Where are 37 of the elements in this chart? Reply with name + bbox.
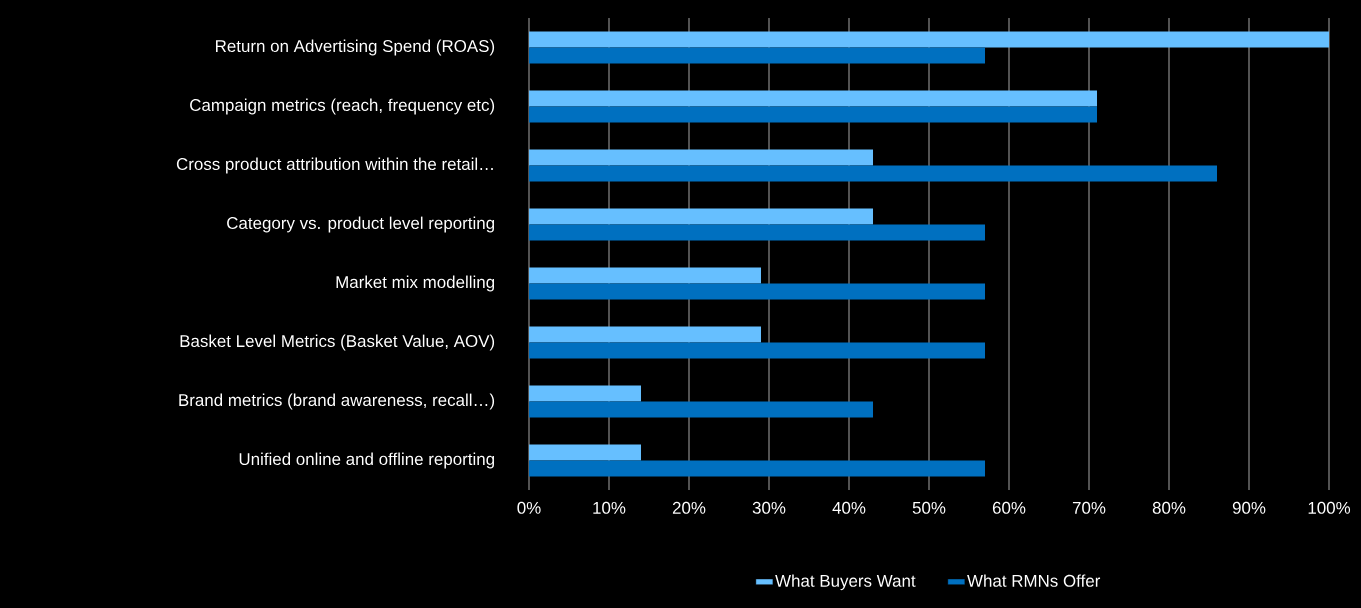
x-tick-label: 60% [992,501,1026,514]
bar [529,90,1098,107]
x-tick-label: 40% [832,501,866,514]
legend-label: What RMNs Offer [967,574,1101,587]
bar [529,267,761,284]
x-tick-label: 100% [1308,501,1351,514]
y-tick-label: Brand metrics (brand awareness, recall…) [179,393,495,410]
bar [529,149,874,166]
y-tick-label: Cross product attribution within the retail… [176,157,493,174]
bar [529,444,641,461]
x-tick-label: 0% [517,501,541,514]
x-tick-label: 30% [752,501,786,514]
x-tick-label: 80% [1152,501,1186,514]
bar [529,385,641,402]
y-tick-label: Unified online and offline reporting [239,452,494,469]
bar [529,401,874,418]
x-tick-label: 10% [593,501,626,514]
bar [529,326,761,343]
bar [529,342,986,359]
y-tick-label: Campaign metrics (reach, frequency etc) [190,98,495,115]
bar [529,460,986,477]
bar [529,283,986,300]
bar [529,31,1330,48]
y-tick-label: Category vs. product level reporting [227,216,495,233]
bar [529,165,1218,182]
x-tick-label: 90% [1232,501,1266,514]
bar [529,224,986,241]
y-tick-label: Basket Level Metrics (Basket Value, AOV) [180,334,495,351]
x-tick-label: 70% [1072,501,1106,514]
legend-label: What Buyers Want [775,574,916,591]
x-tick-label: 20% [672,501,706,514]
y-tick-label: Return on Advertising Spend (ROAS) [216,39,495,56]
bar [529,47,986,64]
y-tick-label: Market mix modelling [336,275,495,292]
bar [529,106,1098,123]
x-tick-label: 50% [912,501,946,514]
bar [529,208,874,225]
